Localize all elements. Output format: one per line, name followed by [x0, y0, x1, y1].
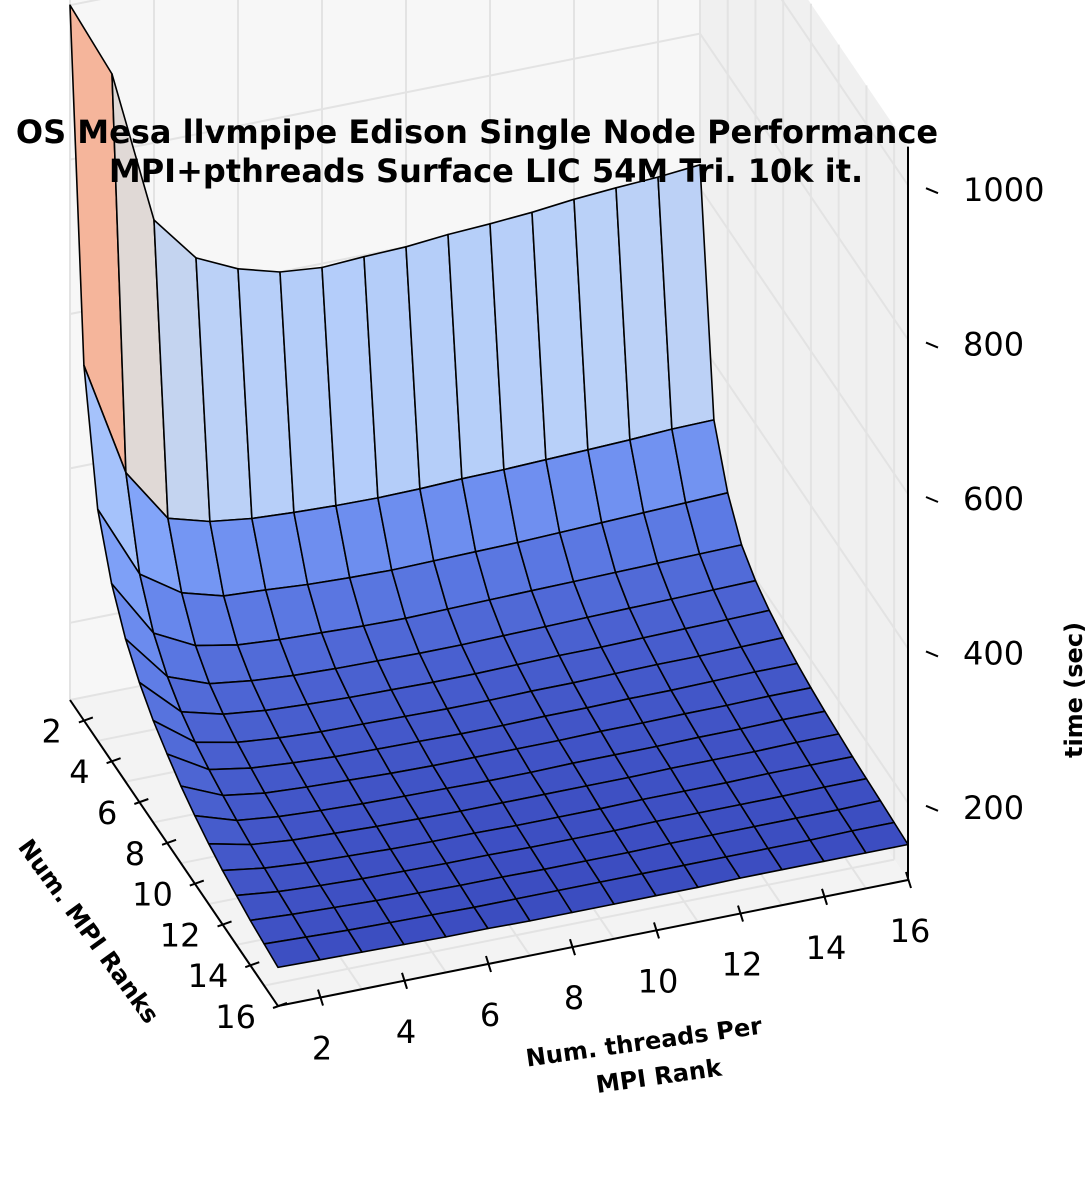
gridline-side-z — [699, 187, 909, 495]
x-tick-label: 16 — [890, 912, 931, 950]
tick-marks — [78, 187, 939, 1009]
z-tick-label: 600 — [963, 480, 1024, 518]
gridline-back-z — [69, 32, 701, 161]
x-tick-label: 12 — [722, 946, 763, 984]
z-tick-mark — [925, 804, 939, 812]
z-axis-label: time (sec) — [1060, 622, 1088, 758]
gridline-side-z — [780, 0, 909, 186]
gridline-floor-y — [263, 858, 895, 987]
x-tick-label: 8 — [564, 979, 584, 1017]
y-tick-mark — [217, 920, 232, 928]
y-tick-mark — [244, 961, 260, 969]
x-tick-mark — [905, 871, 912, 889]
z-tick-label: 200 — [963, 789, 1024, 827]
z-tick-label: 1000 — [963, 171, 1044, 209]
x-tick-mark — [401, 972, 408, 990]
gridline-side-z — [699, 341, 909, 649]
y-tick-mark — [272, 1002, 288, 1009]
gridline-side-z — [699, 33, 909, 341]
z-tick-mark — [925, 496, 939, 503]
y-tick-label: 14 — [188, 957, 229, 995]
y-tick-label: 8 — [125, 835, 145, 873]
y-tick-mark — [78, 716, 94, 724]
z-tick-mark — [925, 341, 939, 349]
chart-title-line-1: OS Mesa llvmpipe Edison Single Node Perf… — [16, 113, 938, 151]
y-tick-label: 16 — [215, 998, 256, 1036]
y-tick-mark — [106, 757, 121, 765]
axes — [69, 146, 909, 1007]
x-tick-mark — [317, 989, 324, 1006]
y-tick-label: 10 — [132, 876, 173, 914]
x-tick-label: 4 — [396, 1013, 416, 1051]
y-axis-line — [69, 699, 279, 1007]
z-tick-label: 800 — [963, 326, 1024, 364]
x-tick-mark — [821, 888, 828, 906]
y-tick-label: 4 — [69, 753, 89, 791]
y-tick-label: 6 — [97, 794, 117, 832]
y-tick-mark — [189, 879, 205, 887]
x-tick-label: 14 — [806, 929, 847, 967]
surface-mesh — [69, 4, 909, 969]
x-tick-label: 10 — [638, 962, 679, 1000]
y-tick-label: 2 — [42, 712, 62, 750]
chart-title-line-2: MPI+pthreads Surface LIC 54M Tri. 10k it… — [109, 152, 863, 190]
z-tick-label: 400 — [963, 634, 1024, 672]
y-tick-mark — [133, 798, 149, 805]
z-tick-mark — [925, 187, 939, 195]
x-tick-mark — [569, 938, 576, 956]
side-pane — [700, 0, 908, 880]
x-tick-label: 2 — [312, 1030, 332, 1068]
x-tick-label: 6 — [480, 996, 500, 1034]
y-tick-mark — [161, 838, 177, 846]
z-tick-mark — [925, 650, 939, 658]
y-tick-label: 12 — [160, 916, 201, 954]
x-tick-mark — [737, 905, 744, 922]
x-tick-mark — [485, 955, 492, 973]
x-axis-line — [277, 879, 909, 1007]
x-tick-mark — [653, 922, 660, 939]
